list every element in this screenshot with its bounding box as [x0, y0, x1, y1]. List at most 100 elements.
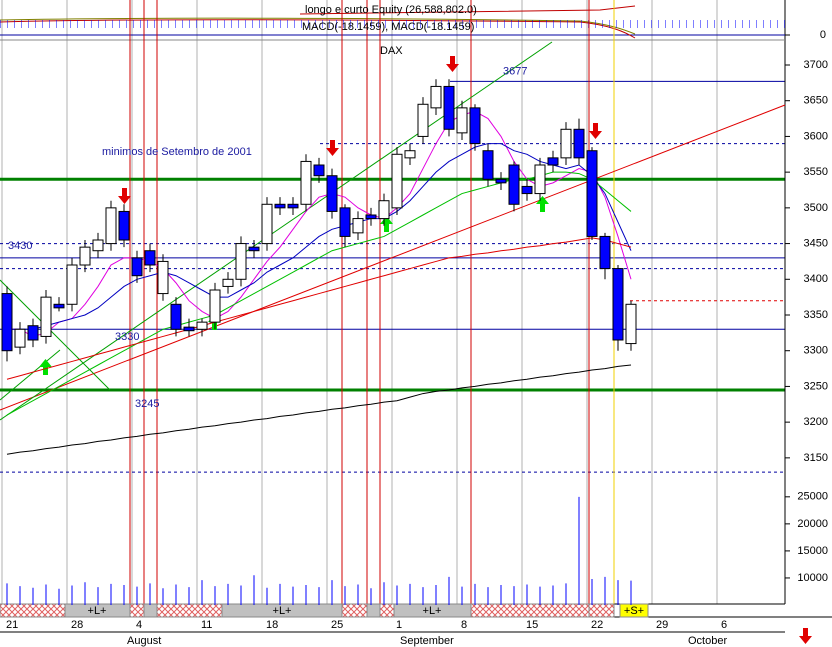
x-tick-label: 11 — [201, 619, 212, 631]
candle-body — [443, 85, 455, 130]
level-label: 3677 — [503, 65, 527, 77]
macd-panel — [0, 5, 785, 39]
level-label: 3330 — [115, 331, 139, 343]
candle-body — [365, 214, 377, 220]
candle-body — [612, 268, 624, 341]
candle-body — [599, 235, 611, 270]
y-tick-label: 3600 — [804, 130, 828, 142]
signal-label: +L+ — [273, 605, 292, 617]
moving-average — [6, 237, 632, 380]
macd-tick-label: 0 — [820, 29, 826, 41]
candle-body — [287, 203, 299, 209]
y-tick-label: 3650 — [804, 95, 828, 107]
moving-average — [6, 364, 632, 455]
candle-body — [209, 289, 221, 323]
month-label: October — [688, 635, 727, 647]
candle-body — [40, 296, 52, 337]
candle-body — [378, 200, 390, 220]
volume-tick-label: 15000 — [797, 545, 828, 557]
candle-body — [339, 207, 351, 237]
month-label: September — [400, 635, 454, 647]
candle-body — [482, 150, 494, 180]
event-lines — [129, 0, 615, 604]
sell-arrows — [118, 56, 812, 644]
x-tick-label: 18 — [266, 619, 278, 631]
candle-body — [625, 303, 637, 345]
candle-body — [430, 85, 442, 109]
candle-body — [469, 107, 481, 145]
candle-body — [118, 210, 130, 241]
volume-tick-label: 10000 — [797, 572, 828, 584]
signal-label: +S+ — [624, 605, 644, 617]
candle-body — [53, 303, 65, 309]
candle-body — [131, 257, 143, 277]
x-tick-label: 29 — [656, 619, 668, 631]
header-line: MACD(-18.1459), MACD(-18.1459) — [302, 21, 474, 33]
trend-lines — [0, 41, 786, 421]
signal-label: +L+ — [88, 605, 107, 617]
signal-labels: +L+ +L+ +L+ +S+ — [88, 605, 645, 617]
candle-body — [235, 243, 247, 280]
y-tick-label: 3250 — [804, 380, 828, 392]
y-tick-label: 3400 — [804, 273, 828, 285]
candle-body — [274, 203, 286, 209]
candle-body — [391, 153, 403, 209]
background-layer — [0, 0, 785, 604]
candle-body — [170, 303, 182, 330]
candle-body — [300, 160, 312, 205]
candle-body — [248, 246, 260, 252]
candle-body — [547, 157, 559, 166]
moving-average — [7, 143, 632, 330]
candle-body — [313, 164, 325, 177]
candle-body — [92, 239, 104, 252]
candle-body — [79, 246, 91, 266]
candle-body — [261, 203, 273, 245]
level-label: 3430 — [8, 240, 32, 252]
chart-title: DAX — [380, 45, 403, 57]
candle-body — [508, 164, 520, 205]
volume-tick-label: 25000 — [797, 491, 828, 503]
candle-body — [495, 178, 507, 184]
x-tick-label: 21 — [6, 619, 18, 631]
x-tick-label: 15 — [526, 619, 538, 631]
signal-label: +L+ — [423, 605, 442, 617]
annotation: minimos de Setembro de 2001 — [102, 146, 252, 158]
x-tick-label: 25 — [331, 619, 343, 631]
signal-strip — [0, 603, 649, 618]
y-tick-label: 3300 — [804, 345, 828, 357]
candle-body — [14, 328, 26, 348]
candle-body — [521, 185, 533, 195]
candle-body — [196, 321, 208, 330]
candle-body — [144, 250, 156, 266]
y-tick-label: 3550 — [804, 166, 828, 178]
candle-body — [404, 150, 416, 159]
x-tick-label: 4 — [136, 619, 142, 631]
y-tick-label: 3450 — [804, 237, 828, 249]
candle-body — [573, 128, 585, 159]
frames — [0, 0, 832, 633]
x-tick-label: 22 — [591, 619, 603, 631]
x-tick-label: 6 — [721, 619, 727, 631]
y-tick-label: 3150 — [804, 452, 828, 464]
candle-body — [534, 164, 546, 195]
candle-body — [326, 175, 338, 212]
candle-body — [222, 278, 234, 287]
candle-body — [66, 264, 78, 305]
volume-tick-label: 20000 — [797, 518, 828, 530]
y-tick-label: 3700 — [804, 59, 828, 71]
y-tick-label: 3350 — [804, 309, 828, 321]
candle-body — [183, 326, 195, 332]
candle-body — [352, 218, 364, 234]
candle-body — [1, 293, 13, 352]
x-tick-label: 28 — [71, 619, 83, 631]
y-tick-label: 3500 — [804, 202, 828, 214]
x-tick-label: 1 — [396, 619, 402, 631]
candle-body — [417, 103, 429, 137]
candle-body — [105, 207, 117, 245]
candle-body — [586, 150, 598, 237]
month-label: August — [127, 635, 161, 647]
header-line: longo e curto Equity (26,588,802.0) — [305, 4, 477, 16]
level-label: 3245 — [135, 398, 159, 410]
y-tick-label: 3200 — [804, 416, 828, 428]
